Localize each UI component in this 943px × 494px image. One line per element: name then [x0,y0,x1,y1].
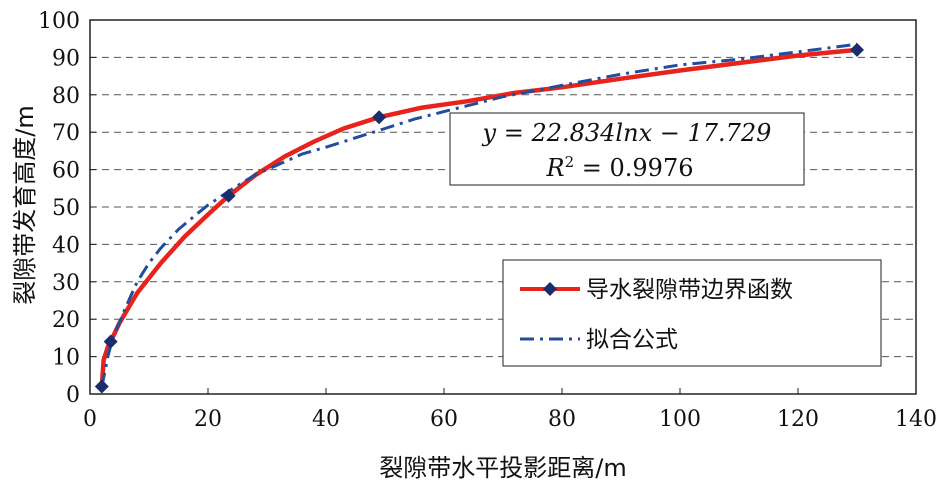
x-tick-label: 140 [895,407,937,432]
x-axis-ticks: 0 20 40 60 80 100 120 140 [83,388,937,432]
x-tick-label: 60 [430,407,458,432]
data-point-marker [94,379,109,394]
y-tick-label: 30 [52,271,80,296]
y-tick-label: 50 [52,196,80,221]
legend-box [502,259,882,367]
legend-item-boundary: 导水裂隙带边界函数 [586,277,793,303]
r-squared-label: R [546,154,565,182]
y-tick-label: 20 [52,308,80,333]
legend: 导水裂隙带边界函数 拟合公式 [502,259,882,367]
data-point-marker [372,110,387,125]
r-squared-exponent: 2 [565,153,575,171]
legend-item-fit: 拟合公式 [586,327,678,353]
series-layer [99,42,860,389]
data-point-marker [103,334,118,349]
y-tick-label: 100 [38,9,80,34]
y-tick-label: 40 [52,233,80,258]
y-axis-title: 裂隙带发育高度/m [11,105,39,304]
equation-annotation: y = 22.834lnx − 17.729 R2 = 0.9976 [449,112,805,186]
y-tick-label: 10 [52,346,80,371]
y-axis-ticks: 0 10 20 30 40 50 60 70 80 90 100 [38,9,96,408]
legend-swatch-diamond-marker [543,282,557,296]
r-squared-text: R2 = 0.9976 [546,153,694,182]
series-line-fit [100,42,858,387]
x-tick-label: 80 [548,407,576,432]
y-tick-label: 0 [66,383,80,408]
marker-layer [94,42,864,394]
x-tick-label: 100 [659,407,701,432]
x-axis-title: 裂隙带水平投影距离/m [379,454,626,482]
r-squared-value: = 0.9976 [574,154,693,182]
data-point-marker [221,188,236,203]
equation-text: y = 22.834lnx − 17.729 [482,119,772,147]
y-tick-label: 90 [52,46,80,71]
equation-box [449,112,805,186]
x-tick-label: 20 [194,407,222,432]
y-tick-label: 70 [52,121,80,146]
x-tick-label: 120 [777,407,819,432]
y-tick-label: 80 [52,84,80,109]
data-point-marker [850,42,864,57]
x-tick-label: 40 [312,407,340,432]
x-tick-label: 0 [83,407,97,432]
y-tick-label: 60 [52,159,80,184]
